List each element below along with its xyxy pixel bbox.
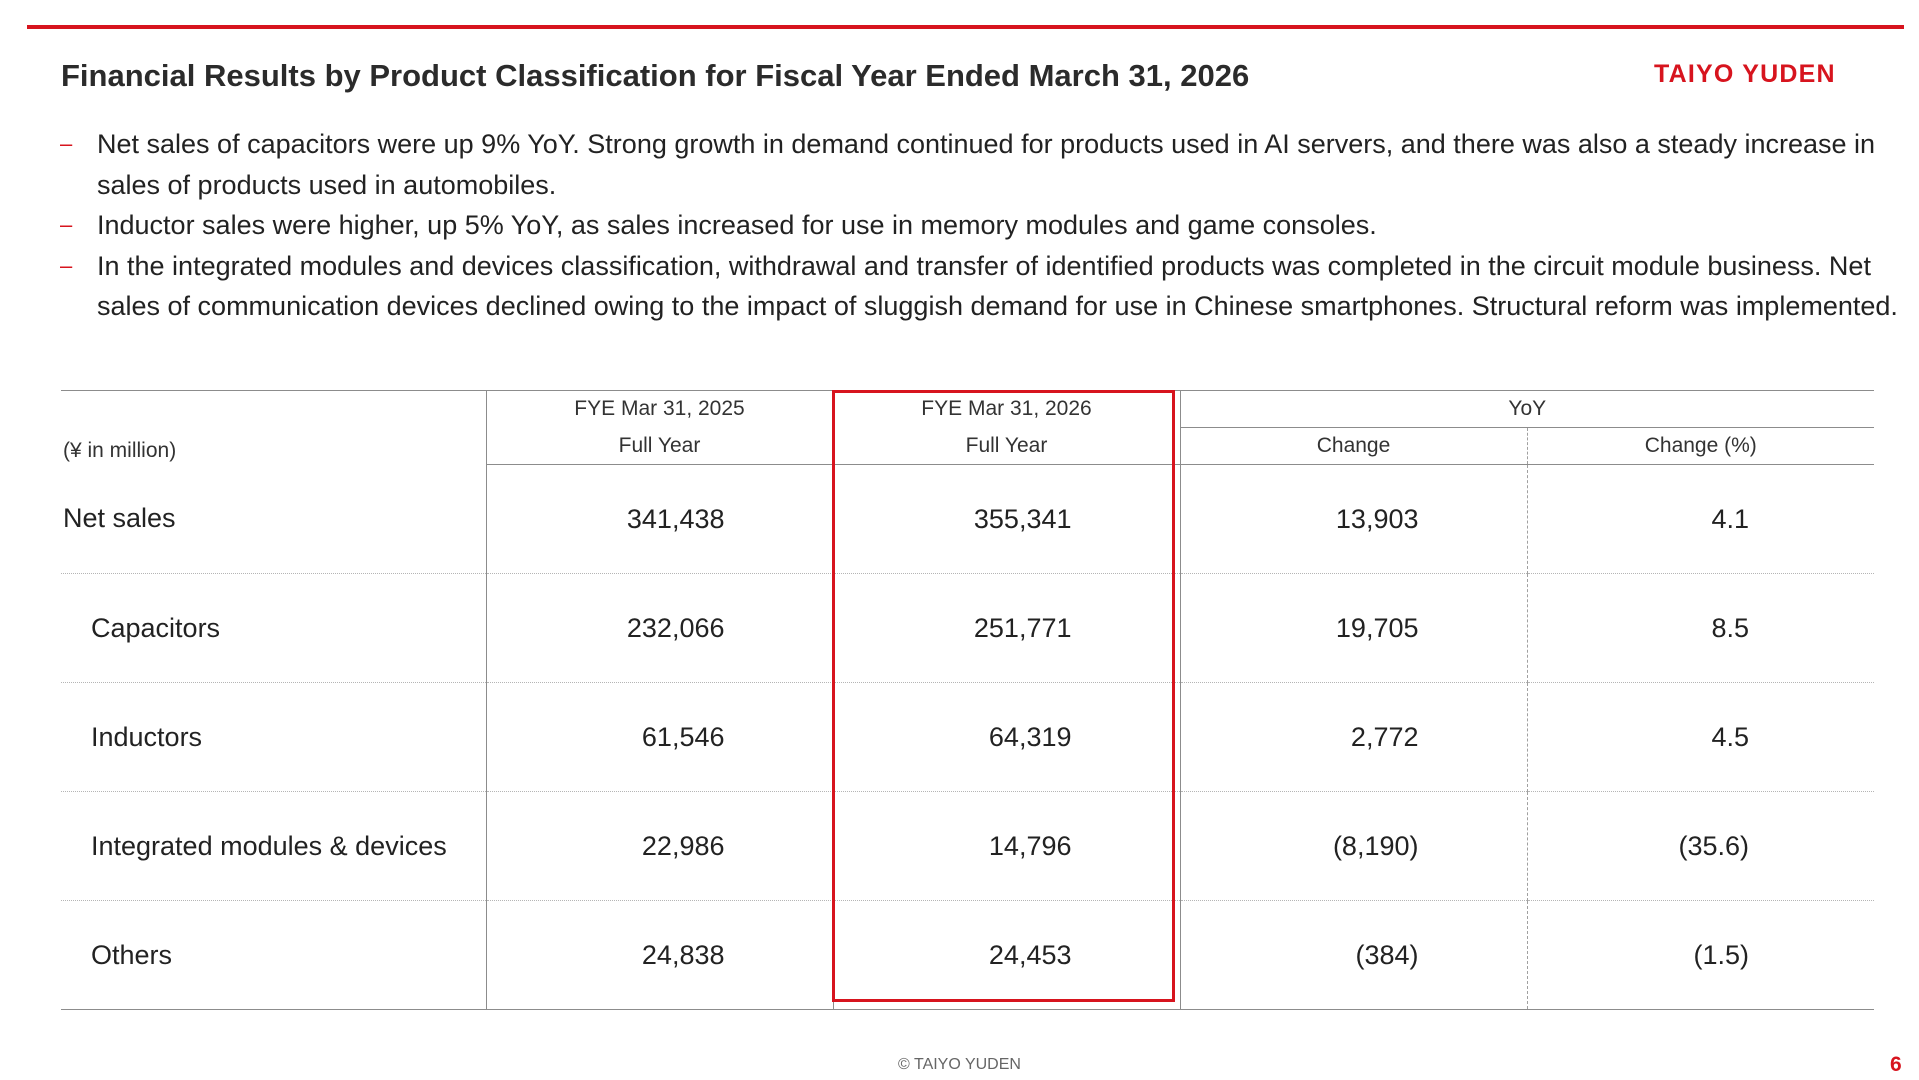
cell-change: 13,903 [1179, 464, 1527, 574]
table-row: Integrated modules & devices 22,986 14,7… [61, 791, 1875, 901]
cell-change: (8,190) [1179, 791, 1527, 901]
header-yoy: YoY [1179, 390, 1875, 428]
cell-change-pct: (35.6) [1526, 791, 1875, 901]
row-label: Capacitors [61, 573, 486, 683]
bullet-dash-icon: – [60, 212, 73, 237]
header-curr-full-year: Full Year [832, 427, 1180, 465]
row-label: Net sales [61, 464, 486, 574]
row-label: Inductors [61, 682, 486, 792]
cell-change: 2,772 [1179, 682, 1527, 792]
copyright-footer: © TAIYO YUDEN [898, 1056, 1021, 1073]
header-row-period: (¥ in million) FYE Mar 31, 2025 FYE Mar … [61, 390, 1875, 465]
table-row: Inductors 61,546 64,319 2,772 4.5 [61, 682, 1875, 792]
cell-prev: 24,838 [485, 900, 833, 1010]
header-row-sub: Full Year Full Year Change Change (%) [61, 427, 1875, 465]
cell-change-pct: 4.5 [1526, 682, 1875, 792]
cell-curr: 14,796 [832, 791, 1180, 901]
top-accent-rule [27, 25, 1904, 29]
unit-label: (¥ in million) [61, 390, 486, 465]
cell-change: (384) [1179, 900, 1527, 1010]
header-prev-full-year: Full Year [485, 427, 833, 465]
cell-change-pct: 4.1 [1526, 464, 1875, 574]
header-curr-period: FYE Mar 31, 2026 [832, 390, 1180, 428]
row-label: Others [61, 900, 486, 1010]
cell-curr: 64,319 [832, 682, 1180, 792]
financial-results-table: (¥ in million) FYE Mar 31, 2025 FYE Mar … [61, 390, 1875, 1010]
bullet-text: Inductor sales were higher, up 5% YoY, a… [97, 210, 1377, 240]
cell-change: 19,705 [1179, 573, 1527, 683]
summary-bullets: – Net sales of capacitors were up 9% YoY… [60, 124, 1900, 327]
cell-curr: 251,771 [832, 573, 1180, 683]
bullet-text: Net sales of capacitors were up 9% YoY. … [97, 129, 1876, 200]
header-prev-period: FYE Mar 31, 2025 [485, 390, 833, 428]
bullet-inductors: – Inductor sales were higher, up 5% YoY,… [60, 205, 1900, 246]
bullet-integrated-modules: – In the integrated modules and devices … [60, 246, 1900, 327]
cell-curr: 24,453 [832, 900, 1180, 1010]
cell-prev: 61,546 [485, 682, 833, 792]
page-number: 6 [1890, 1053, 1902, 1076]
header-change: Change [1179, 427, 1527, 465]
table-row: Net sales 341,438 355,341 13,903 4.1 [61, 464, 1875, 574]
cell-change-pct: (1.5) [1526, 900, 1875, 1010]
bullet-dash-icon: – [60, 252, 73, 278]
cell-prev: 22,986 [485, 791, 833, 901]
table-row: Capacitors 232,066 251,771 19,705 8.5 [61, 573, 1875, 683]
row-label: Integrated modules & devices [61, 791, 486, 901]
bullet-capacitors: – Net sales of capacitors were up 9% YoY… [60, 124, 1900, 205]
bullet-dash-icon: – [60, 131, 73, 156]
cell-prev: 341,438 [485, 464, 833, 574]
table-row: Others 24,838 24,453 (384) (1.5) [61, 900, 1875, 1010]
slide-title: Financial Results by Product Classificat… [61, 58, 1250, 93]
cell-curr: 355,341 [832, 464, 1180, 574]
header-change-pct: Change (%) [1526, 427, 1875, 465]
cell-prev: 232,066 [485, 573, 833, 683]
company-logo: TAIYO YUDEN [1654, 60, 1836, 88]
cell-change-pct: 8.5 [1526, 573, 1875, 683]
bullet-text: In the integrated modules and devices cl… [97, 250, 1898, 322]
